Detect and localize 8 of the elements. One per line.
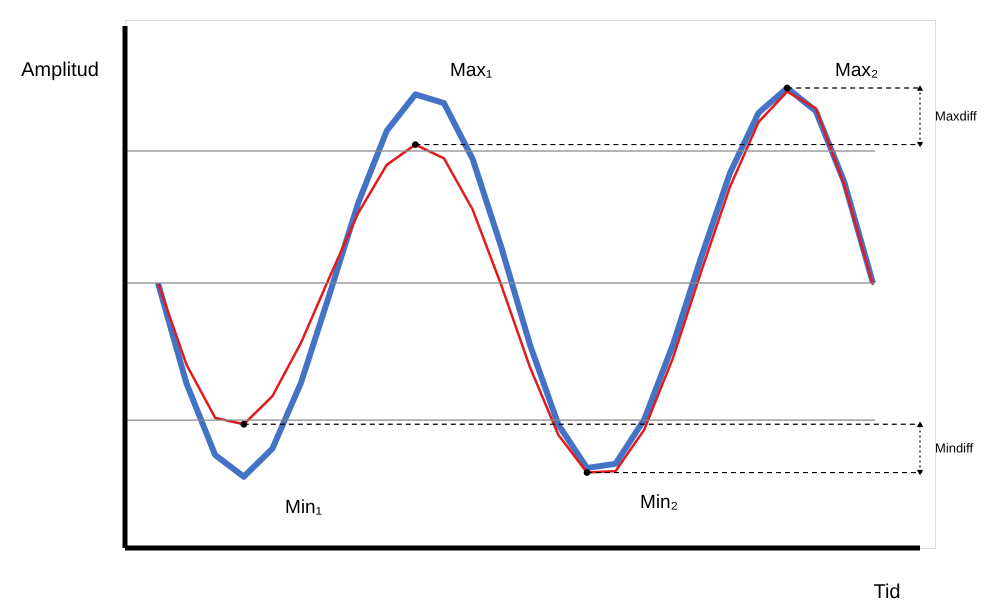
text: Maxdiff [935, 108, 978, 124]
y-axis-title: Amplitud [21, 59, 99, 81]
x-axis-title: Tid [873, 581, 901, 603]
text: Max₁ [450, 60, 492, 81]
annotation: Min₁ [285, 497, 322, 518]
text: Mindiff [935, 440, 974, 456]
text: Max₂ [835, 60, 878, 81]
annotation: Min₂ [640, 492, 678, 513]
